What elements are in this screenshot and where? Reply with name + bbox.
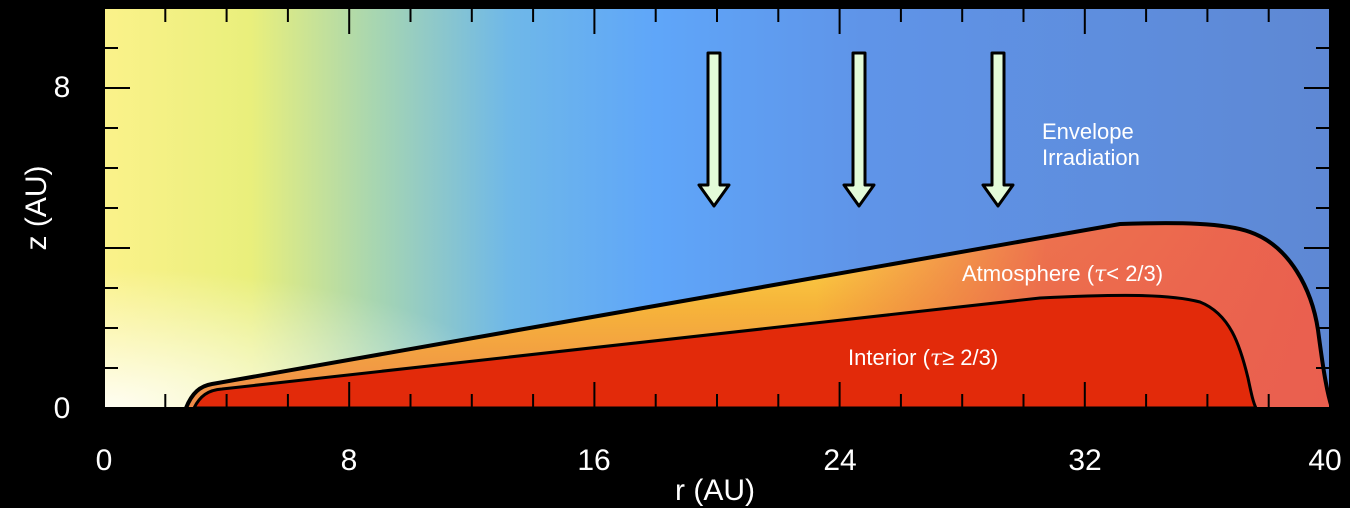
irradiation-arrow-3 [981, 51, 1015, 208]
atmosphere-tau-symbol: τ [1094, 262, 1107, 287]
interior-label: Interior (τ≥ 2/3) [848, 345, 998, 371]
interior-label-suffix: ≥ 2/3) [942, 345, 998, 370]
envelope-label: Envelope [1042, 119, 1134, 144]
interior-region [191, 293, 1259, 410]
x-tick-label-32: 32 [1068, 444, 1101, 477]
axis-ticks [103, 7, 1331, 409]
x-tick-label-16: 16 [577, 444, 610, 477]
x-tick-label-40: 40 [1308, 444, 1341, 477]
atmosphere-label-suffix: < 2/3) [1106, 261, 1163, 286]
interior-tau-symbol: τ [930, 346, 943, 371]
atmosphere-label: Atmosphere (τ< 2/3) [962, 261, 1163, 287]
y-tick-label-0: 0 [54, 392, 71, 425]
irradiation-arrow-1 [697, 51, 731, 208]
x-tick-label-8: 8 [341, 444, 358, 477]
y-axis-title: z (AU) [20, 166, 53, 251]
x-tick-label-24: 24 [823, 444, 856, 477]
x-tick-label-0: 0 [96, 444, 113, 477]
y-tick-label-8: 8 [54, 71, 71, 104]
atmosphere-boundary [184, 221, 1334, 409]
irradiation-arrow-2 [842, 51, 876, 208]
irradiation-label: Irradiation [1042, 145, 1140, 170]
x-axis-title: r (AU) [675, 474, 755, 507]
interior-label-prefix: Interior ( [848, 345, 931, 370]
atmosphere-label-prefix: Atmosphere ( [962, 261, 1095, 286]
